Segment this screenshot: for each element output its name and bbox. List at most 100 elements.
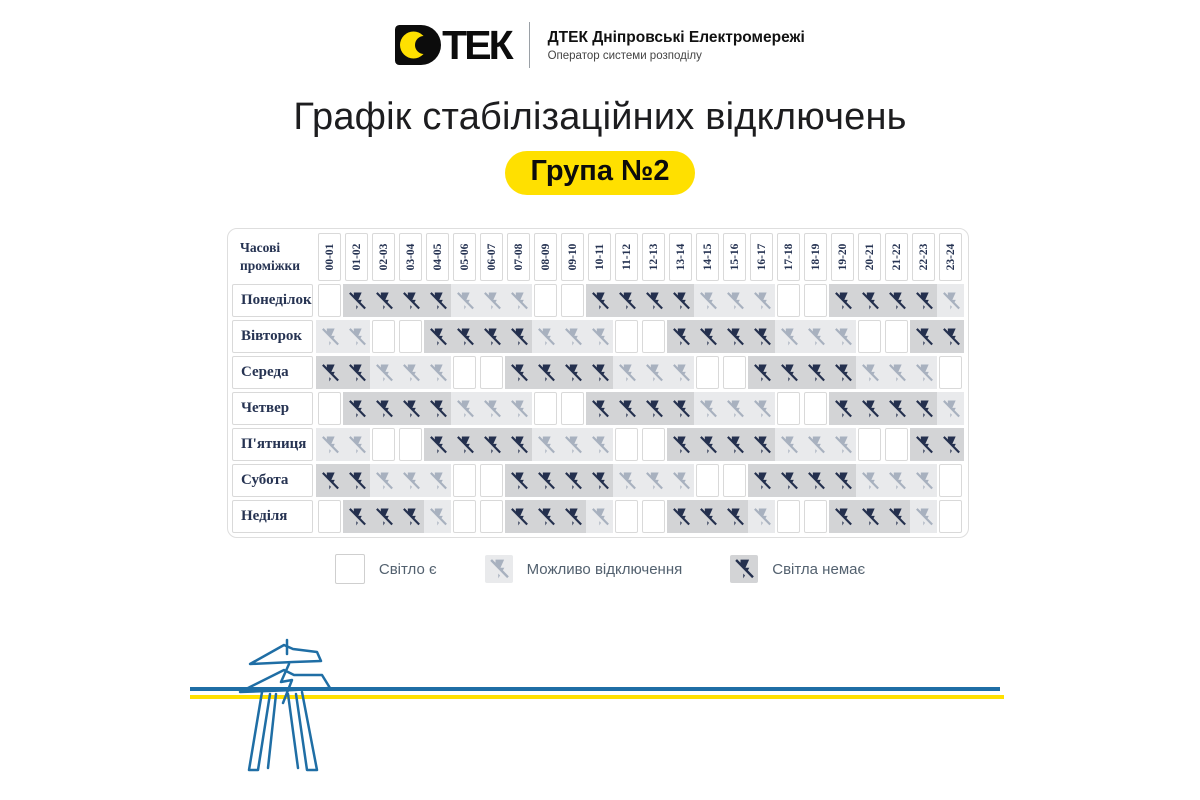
hour-label-text: 18-19 xyxy=(809,243,822,271)
flash-off-icon xyxy=(832,291,853,311)
hour-label: 07-08 xyxy=(507,233,530,281)
schedule-cell xyxy=(561,284,584,317)
flash-off-icon xyxy=(562,507,583,527)
flash-off-icon xyxy=(589,291,610,311)
day-label: Середа xyxy=(232,356,313,389)
flash-off-icon xyxy=(913,399,934,419)
hour-label: 03-04 xyxy=(399,233,422,281)
schedule-cell xyxy=(478,320,505,353)
flash-off-icon xyxy=(643,399,664,419)
hour-label: 00-01 xyxy=(318,233,341,281)
hour-label-text: 19-20 xyxy=(836,243,849,271)
flash-maybe-icon xyxy=(373,471,394,491)
schedule-cell xyxy=(775,428,802,461)
schedule-cell xyxy=(775,464,802,497)
schedule-cell xyxy=(721,284,748,317)
schedule-cell xyxy=(910,500,937,533)
pylon-icon xyxy=(238,638,332,772)
schedule-cell xyxy=(372,428,395,461)
legend: Світло є Можливо відключення Світла нема… xyxy=(0,554,1200,584)
schedule-cell xyxy=(559,428,586,461)
schedule-cell xyxy=(613,392,640,425)
schedule-cell xyxy=(532,356,559,389)
schedule-cell xyxy=(640,464,667,497)
hour-label: 16-17 xyxy=(750,233,773,281)
hour-label-text: 05-06 xyxy=(458,243,471,271)
group-badge: Група №2 xyxy=(504,151,696,195)
dtek-logo-d-icon xyxy=(395,25,442,65)
schedule-cell xyxy=(856,464,883,497)
schedule-table: Часові проміжки 00-01 01-02 02-03 03-04 04-0… xyxy=(232,233,964,533)
schedule-cell xyxy=(532,500,559,533)
schedule-cell xyxy=(640,356,667,389)
flash-maybe-icon xyxy=(535,327,556,347)
schedule-cell xyxy=(343,284,370,317)
day-label: Понеділок xyxy=(232,284,313,317)
legend-swatch-on xyxy=(334,554,365,584)
schedule-cell xyxy=(370,464,397,497)
flash-off-icon xyxy=(940,435,961,455)
brand-divider xyxy=(528,22,530,68)
schedule-cell xyxy=(694,320,721,353)
schedule-cell xyxy=(424,464,451,497)
schedule-cell xyxy=(451,428,478,461)
schedule-table-wrap: Часові проміжки 00-01 01-02 02-03 03-04 04-0… xyxy=(227,228,969,538)
flash-off-icon xyxy=(724,507,745,527)
schedule-cell xyxy=(802,320,829,353)
schedule-cell xyxy=(804,392,827,425)
schedule-cell xyxy=(424,392,451,425)
schedule-cell xyxy=(883,284,910,317)
hour-label-text: 08-09 xyxy=(539,243,552,271)
flash-off-icon xyxy=(778,471,799,491)
schedule-cell xyxy=(424,356,451,389)
flash-off-icon xyxy=(346,363,367,383)
flash-maybe-icon xyxy=(427,471,448,491)
legend-swatch-maybe xyxy=(484,555,513,583)
schedule-cell xyxy=(748,356,775,389)
schedule-cell xyxy=(694,500,721,533)
schedule-cell xyxy=(532,320,559,353)
flash-off-icon xyxy=(427,291,448,311)
hour-label: 10-11 xyxy=(588,233,611,281)
schedule-cell xyxy=(910,464,937,497)
flash-maybe-icon xyxy=(886,471,907,491)
flash-maybe-icon xyxy=(589,507,610,527)
schedule-cell xyxy=(478,428,505,461)
hour-label: 13-14 xyxy=(669,233,692,281)
flash-off-icon xyxy=(427,435,448,455)
schedule-cell xyxy=(586,428,613,461)
hour-label: 02-03 xyxy=(372,233,395,281)
schedule-cell xyxy=(721,320,748,353)
legend-item: Світла немає xyxy=(730,555,865,583)
schedule-cell xyxy=(399,320,422,353)
company-tagline: Оператор системи розподілу xyxy=(547,49,702,62)
hour-label-text: 11-12 xyxy=(620,243,633,271)
flash-off-icon xyxy=(832,471,853,491)
hour-label-text: 17-18 xyxy=(782,243,795,271)
schedule-cell xyxy=(559,356,586,389)
brand-header: ТЕК ДТЕК Дніпровські Електромережі Опера… xyxy=(0,22,1200,68)
schedule-cell xyxy=(370,356,397,389)
flash-off-icon xyxy=(832,363,853,383)
schedule-cell xyxy=(829,428,856,461)
schedule-cell xyxy=(694,284,721,317)
flash-off-icon xyxy=(508,435,529,455)
dtek-logo-text: ТЕК xyxy=(442,22,513,68)
powerline-art xyxy=(190,638,1004,772)
schedule-cell xyxy=(370,500,397,533)
schedule-cell xyxy=(370,284,397,317)
schedule-cell xyxy=(910,428,937,461)
legend-item: Світло є xyxy=(334,554,437,584)
flash-off-icon xyxy=(886,291,907,311)
schedule-cell xyxy=(316,464,343,497)
flash-maybe-icon xyxy=(670,471,691,491)
schedule-cell xyxy=(667,500,694,533)
schedule-cell xyxy=(478,392,505,425)
schedule-cell xyxy=(667,356,694,389)
schedule-cell xyxy=(372,320,395,353)
schedule-cell xyxy=(694,428,721,461)
schedule-cell xyxy=(343,356,370,389)
flash-off-icon xyxy=(697,507,718,527)
flash-off-icon xyxy=(589,363,610,383)
